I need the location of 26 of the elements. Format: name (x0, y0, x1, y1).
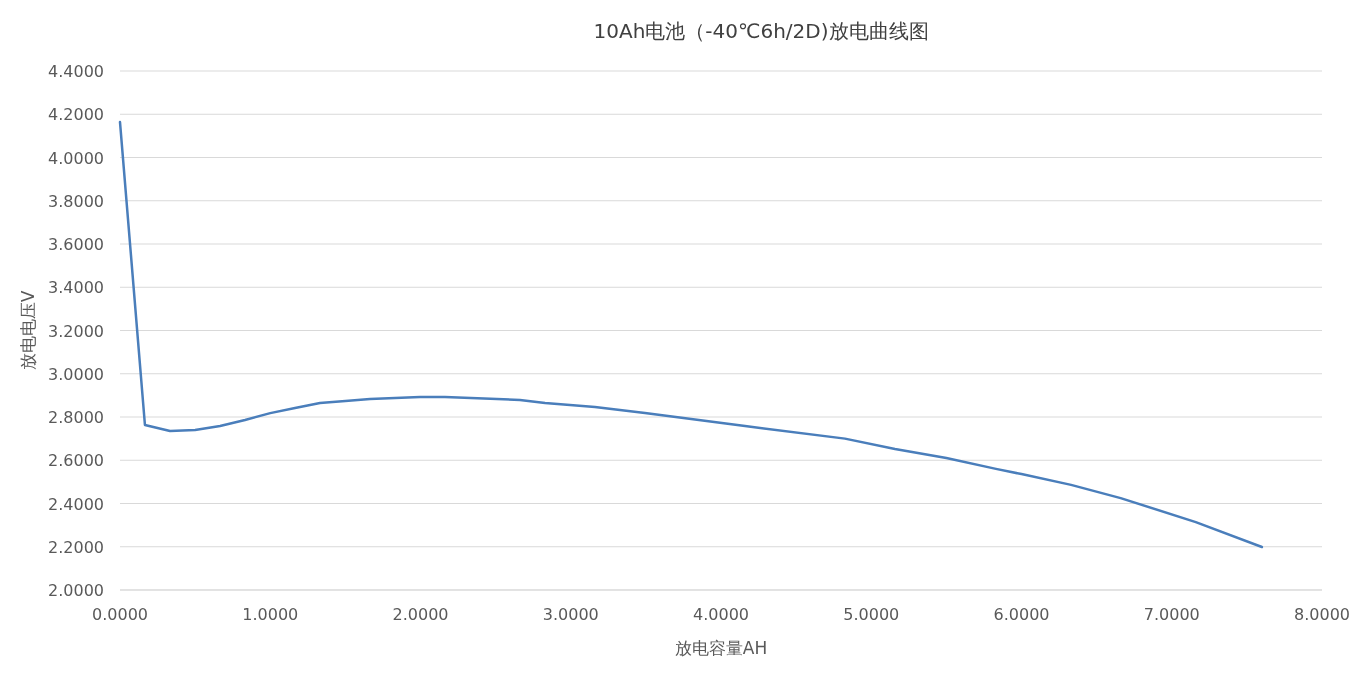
y-tick-label: 2.0000 (48, 581, 104, 600)
y-tick-label: 4.4000 (48, 62, 104, 81)
y-tick-label: 4.0000 (48, 148, 104, 168)
line-series (118, 120, 1264, 549)
y-tick-label: 3.2000 (48, 321, 104, 341)
y-tick-label: 3.6000 (48, 235, 104, 254)
x-tick-label: 2.0000 (392, 605, 449, 624)
y-tick-label: 3.4000 (48, 278, 104, 298)
y-tick-label: 3.0000 (48, 364, 104, 384)
y-tick-label: 3.8000 (48, 191, 104, 211)
y-tick-label: 2.2000 (48, 537, 104, 557)
y-axis-title: 放电电压V (18, 290, 38, 371)
y-tick-label: 2.6000 (48, 451, 104, 471)
y-tick-label: 2.4000 (48, 494, 104, 514)
y-tick-label: 2.8000 (48, 408, 104, 427)
x-tick-label: 3.0000 (542, 605, 599, 624)
x-tick-label: 4.0000 (693, 605, 749, 624)
x-tick-label: 6.0000 (993, 605, 1050, 624)
x-tick-label: 7.0000 (1143, 605, 1200, 624)
y-tick-label: 4.2000 (48, 105, 104, 125)
x-tick-label: 1.0000 (242, 605, 299, 624)
x-axis-title: 放电容量AH (674, 638, 768, 658)
x-tick-label: 8.0000 (1294, 605, 1350, 624)
x-tick-label: 5.0000 (843, 605, 900, 624)
x-tick-label: 0.0000 (92, 605, 148, 624)
chart-title: 10Ah电池（-40℃6h/2D)放电曲线图 (593, 19, 929, 43)
